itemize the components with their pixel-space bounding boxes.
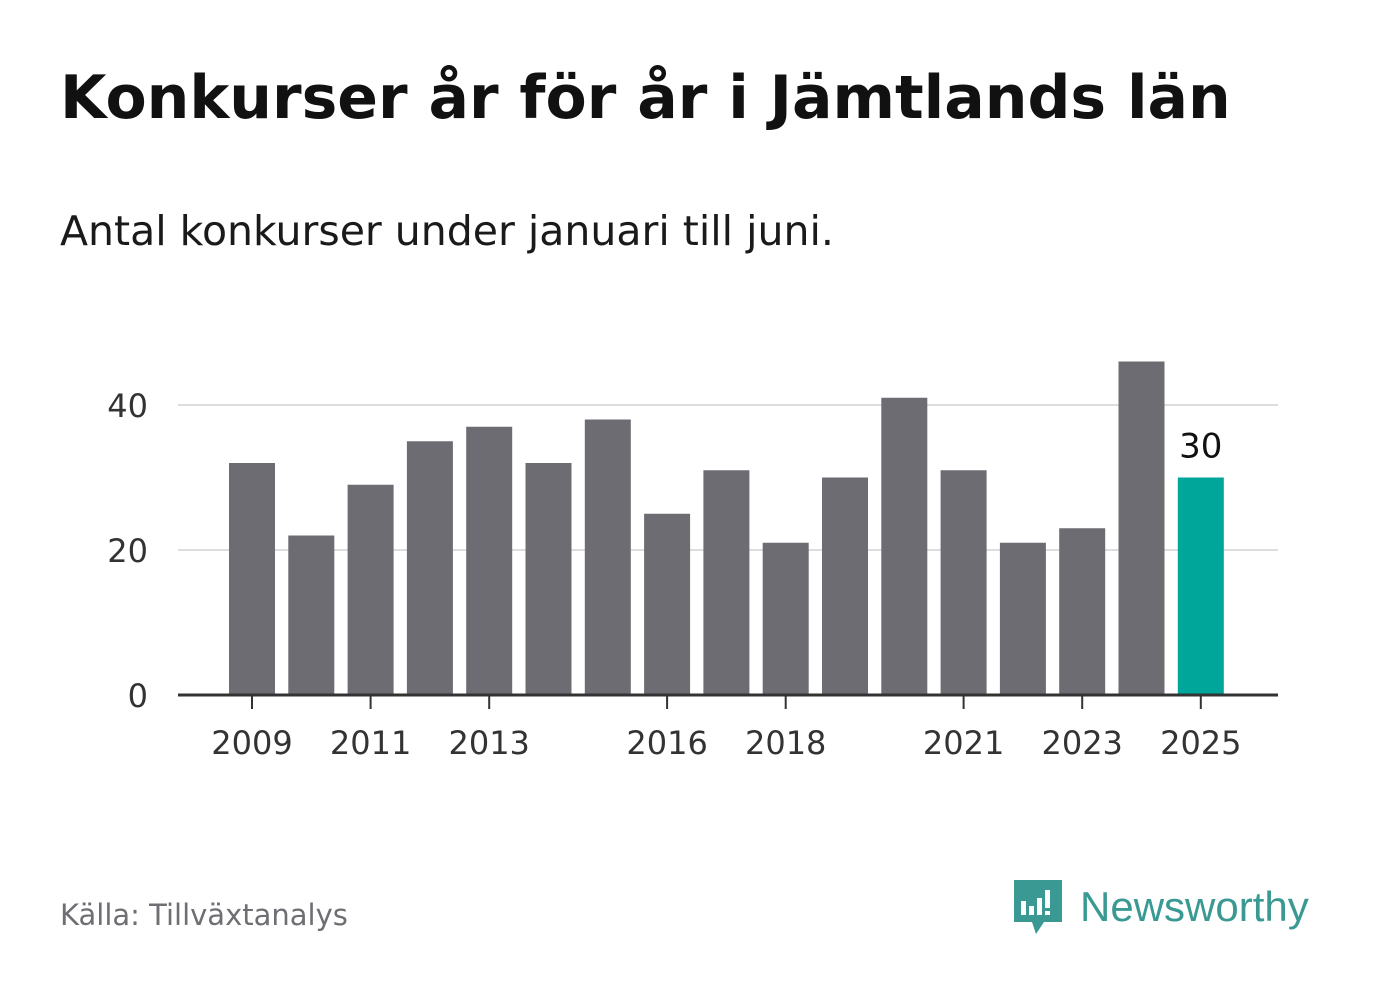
chart-title: Konkurser år för år i Jämtlands län <box>60 63 1231 133</box>
x-tick-label-2009: 2009 <box>211 724 292 762</box>
brand-name: Newsworthy <box>1080 883 1309 930</box>
bar-2009 <box>229 463 275 695</box>
x-tick-label-2011: 2011 <box>330 724 411 762</box>
bar-2012 <box>406 441 453 695</box>
bar-2015 <box>584 419 631 695</box>
bar-2013 <box>466 426 513 695</box>
x-tick-label-2018: 2018 <box>745 724 826 762</box>
y-tick-label-40: 40 <box>107 387 148 425</box>
bar-2021 <box>940 470 987 695</box>
x-tick-label-2023: 2023 <box>1041 724 1122 762</box>
bar-2024 <box>1118 361 1165 695</box>
bar-2019 <box>822 477 868 695</box>
bar-2010 <box>288 535 335 695</box>
bar-2011 <box>347 484 394 695</box>
source-label: Källa: Tillväxtanalys <box>60 898 348 932</box>
y-tick-label-20: 20 <box>107 532 148 570</box>
bar-2018 <box>762 542 809 695</box>
x-tick-label-2021: 2021 <box>923 724 1004 762</box>
x-tick-label-2016: 2016 <box>626 724 707 762</box>
bar-2025 <box>1177 477 1224 695</box>
bar-2020 <box>881 397 928 695</box>
x-tick-label-2025: 2025 <box>1160 724 1241 762</box>
chart-subtitle: Antal konkurser under januari till juni. <box>60 207 834 255</box>
data-label-2025: 30 <box>1179 427 1222 467</box>
newsworthy-logo-icon <box>1014 880 1062 934</box>
newsworthy-brand[interactable]: Newsworthy <box>1010 876 1309 938</box>
bar-2023 <box>1059 528 1106 695</box>
x-tick-label-2013: 2013 <box>448 724 529 762</box>
bar-2017 <box>703 470 750 695</box>
bar-2014 <box>525 463 572 695</box>
y-tick-label-0: 0 <box>128 677 148 715</box>
bar-2022 <box>999 542 1046 695</box>
bar-2016 <box>644 513 691 695</box>
